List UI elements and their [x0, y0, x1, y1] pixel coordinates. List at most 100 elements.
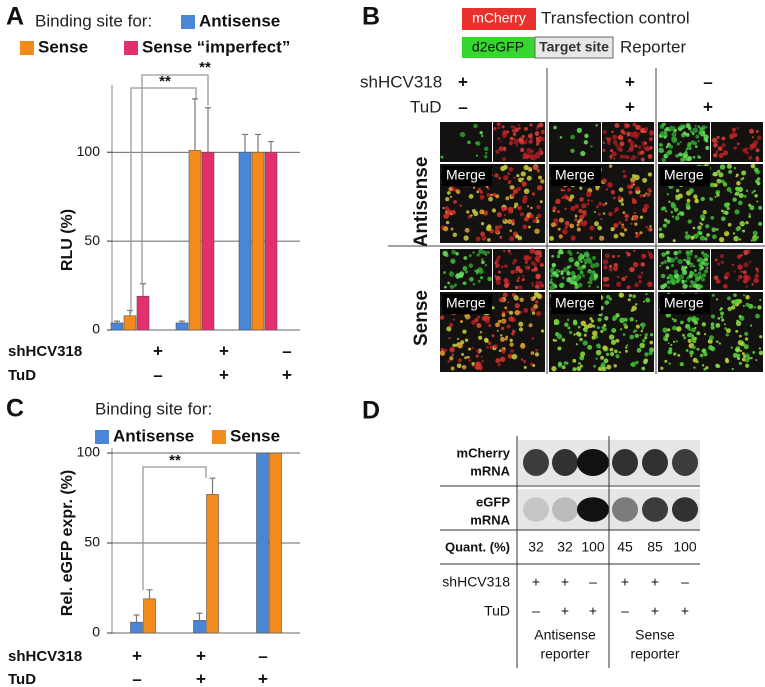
cell — [496, 330, 499, 333]
cell — [621, 276, 626, 282]
cell — [633, 249, 636, 253]
blot-label: eGFP — [476, 494, 510, 509]
cell — [507, 219, 513, 225]
cell — [589, 269, 593, 274]
cell — [518, 285, 523, 290]
cell — [681, 125, 686, 129]
cell — [753, 189, 756, 193]
cell — [511, 222, 515, 226]
cell — [557, 346, 562, 351]
cell — [644, 336, 648, 340]
row-label: Antisense — [411, 157, 432, 248]
cell — [635, 124, 641, 131]
cell — [647, 187, 652, 192]
cell — [441, 347, 444, 350]
cell — [633, 329, 637, 333]
cell — [753, 277, 759, 284]
cell — [568, 330, 573, 335]
cell — [610, 149, 614, 153]
cell — [680, 211, 685, 217]
cell — [677, 126, 683, 132]
cell — [518, 137, 524, 143]
cell — [501, 350, 506, 354]
microscopy-image — [602, 249, 654, 290]
cell — [549, 280, 553, 285]
cell — [755, 156, 759, 160]
cell — [519, 297, 524, 303]
cell — [667, 342, 670, 345]
blot-band — [523, 497, 549, 522]
cell — [630, 158, 633, 161]
cell — [457, 358, 462, 363]
cell — [733, 145, 737, 150]
cell — [759, 298, 762, 302]
cell — [677, 213, 680, 216]
condition-sign: + — [561, 574, 569, 590]
cell — [755, 130, 759, 133]
cell — [602, 259, 609, 265]
cell — [535, 136, 539, 140]
cell — [478, 268, 484, 275]
condition-sign: + — [651, 574, 659, 590]
cell — [462, 281, 467, 286]
cell — [507, 301, 510, 304]
cell — [603, 323, 607, 327]
cell — [586, 199, 590, 203]
legend-swatch — [124, 41, 138, 55]
cell — [497, 270, 501, 274]
cell — [622, 170, 626, 173]
cell — [748, 215, 751, 218]
cell — [643, 203, 649, 210]
legend-title: Binding site for: — [95, 399, 212, 418]
error-bar — [268, 140, 274, 153]
blot-label: mCherry — [457, 445, 511, 460]
cell — [522, 224, 528, 230]
cell — [484, 338, 489, 343]
cell — [658, 232, 665, 239]
cell — [680, 320, 684, 325]
cell — [641, 256, 645, 259]
cell — [564, 207, 567, 211]
cell — [515, 144, 519, 147]
cell — [628, 293, 633, 298]
cell — [508, 310, 514, 315]
cell — [517, 205, 523, 211]
cell — [720, 179, 725, 184]
cell — [625, 349, 629, 353]
cell — [663, 130, 668, 134]
cell — [532, 218, 537, 224]
cell — [601, 326, 605, 329]
cell — [743, 344, 749, 350]
cell — [726, 328, 731, 334]
cell — [670, 211, 674, 214]
condition-sign: + — [219, 341, 229, 360]
cell — [677, 258, 683, 265]
cell — [733, 166, 737, 170]
legend-label: Sense — [38, 37, 88, 56]
cell — [590, 145, 593, 148]
cell — [666, 219, 671, 224]
cell — [755, 148, 760, 153]
legend-box — [534, 36, 614, 59]
cell — [639, 194, 643, 198]
cell — [472, 251, 475, 254]
cell — [626, 252, 631, 257]
cell — [504, 337, 508, 341]
cell — [439, 350, 446, 356]
cell — [495, 194, 500, 199]
merge-tag — [551, 294, 601, 314]
cell — [640, 329, 644, 333]
cell — [529, 213, 535, 219]
cell — [736, 181, 741, 186]
cell — [624, 213, 629, 219]
cell — [668, 129, 671, 132]
cell — [741, 357, 746, 362]
cell — [715, 340, 719, 344]
cell — [598, 313, 601, 316]
cell — [667, 349, 673, 355]
cell — [513, 134, 516, 137]
cell — [709, 335, 714, 341]
cell — [623, 322, 627, 327]
cell — [683, 336, 687, 340]
